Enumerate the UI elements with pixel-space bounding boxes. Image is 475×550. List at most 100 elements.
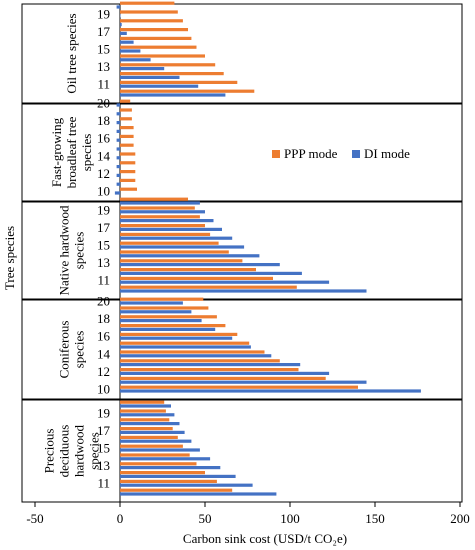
legend: PPP mode DI mode [272,146,410,161]
y-tick-label: 15 [97,441,110,456]
bar-ppp-15 [120,143,134,147]
bar-ppp-18 [120,315,217,319]
bar-ppp-16 [120,435,178,439]
y-tick-label: 14 [97,148,111,163]
y-tick-label: 19 [97,202,110,217]
panel-4: 10 12 14 16 18 20 Coniferousspecies [21,294,463,400]
bar-di-11 [120,380,367,384]
bar-di-12 [120,75,180,79]
bar-di-13 [120,363,301,367]
bar-ppp-16 [120,232,211,236]
bar-di-17 [116,129,120,133]
x-axis-title: Carbon sink cost (USD/t CO₂e) [183,531,347,546]
bar-di-15 [120,448,200,452]
y-tick-label: 11 [97,476,110,491]
bar-di-17 [120,227,222,231]
bar-ppp-12 [120,471,205,475]
bar-di-18 [120,23,122,27]
bar-ppp-16 [120,36,192,40]
x-tick-label: 200 [450,511,470,526]
y-tick-label: 13 [97,458,110,473]
y-tick-label: 18 [97,113,110,128]
bar-di-19 [120,210,205,214]
bar-ppp-18 [120,215,200,219]
bar-ppp-16 [120,134,134,138]
bar-di-18 [116,121,120,125]
bar-ppp-11 [120,479,217,483]
bar-di-10 [114,191,120,195]
panel-1: 11 13 15 17 19 Oil tree species [21,1,463,104]
bar-ppp-11 [120,376,326,380]
panel-label: Preciousdeciduoushardwoodspecies [42,425,102,478]
bar-ppp-13 [120,161,136,165]
bar-di-18 [120,422,180,426]
y-tick-label: 17 [97,423,111,438]
legend-label-di: DI mode [364,146,410,161]
y-tick-label: 20 [97,294,110,309]
legend-swatch-di [352,150,360,158]
bar-ppp-19 [120,306,209,310]
bar-di-15 [120,245,245,249]
bar-ppp-20 [120,400,165,404]
bar-ppp-15 [120,444,183,448]
x-tick-label: 50 [199,511,212,526]
bar-di-12 [116,173,120,177]
bar-ppp-17 [120,324,226,328]
bar-di-11 [120,84,199,88]
bar-di-11 [120,280,330,284]
bar-di-15 [120,345,251,349]
bar-di-12 [120,371,330,375]
panel-frame [21,3,463,104]
x-axis: -50 0 50 100 150 200 [26,502,470,526]
bar-ppp-18 [120,19,183,23]
bar-di-11 [116,182,120,186]
bar-ppp-10 [120,285,297,289]
bar-ppp-15 [120,341,250,345]
bar-di-19 [120,413,175,417]
y-tick-label: 19 [97,6,110,21]
bar-di-10 [120,93,226,97]
bar-ppp-13 [120,359,280,363]
y-tick-label: 11 [97,77,110,92]
bar-di-12 [120,271,302,275]
bar-ppp-20 [120,1,175,5]
panel-frame [21,399,463,503]
panel-frame [21,299,463,400]
bar-ppp-20 [120,99,131,103]
bar-ppp-12 [120,368,299,372]
bar-ppp-18 [120,418,170,422]
bar-ppp-14 [120,453,190,457]
y-tick-label: 18 [97,311,110,326]
bar-ppp-15 [120,45,197,49]
bar-di-20 [116,103,120,107]
bar-di-20 [120,404,171,408]
bar-ppp-16 [120,332,238,336]
x-tick-label: 150 [365,511,385,526]
bar-di-11 [120,483,253,487]
bar-ppp-11 [120,178,136,182]
bar-di-16 [120,439,192,443]
bar-ppp-20 [120,197,188,201]
panel-frame [21,201,463,300]
bar-ppp-10 [120,89,255,93]
bar-di-10 [120,492,277,496]
bar-di-18 [120,219,214,223]
y-tick-label: 12 [97,364,110,379]
bar-ppp-17 [120,28,188,32]
y-tick-label: 17 [97,24,111,39]
bar-ppp-11 [120,80,238,84]
y-tick-label: 10 [97,184,110,199]
y-tick-label: 19 [97,405,110,420]
bar-di-10 [120,289,367,293]
y-tick-label: 16 [97,131,111,146]
bar-ppp-13 [120,63,216,67]
legend-label-ppp: PPP mode [284,146,338,161]
bar-di-16 [120,40,134,44]
bar-di-17 [120,31,127,35]
bar-di-19 [116,112,120,116]
y-tick-label: 15 [97,42,110,57]
bar-di-10 [120,389,421,393]
y-tick-label: 14 [97,346,111,361]
